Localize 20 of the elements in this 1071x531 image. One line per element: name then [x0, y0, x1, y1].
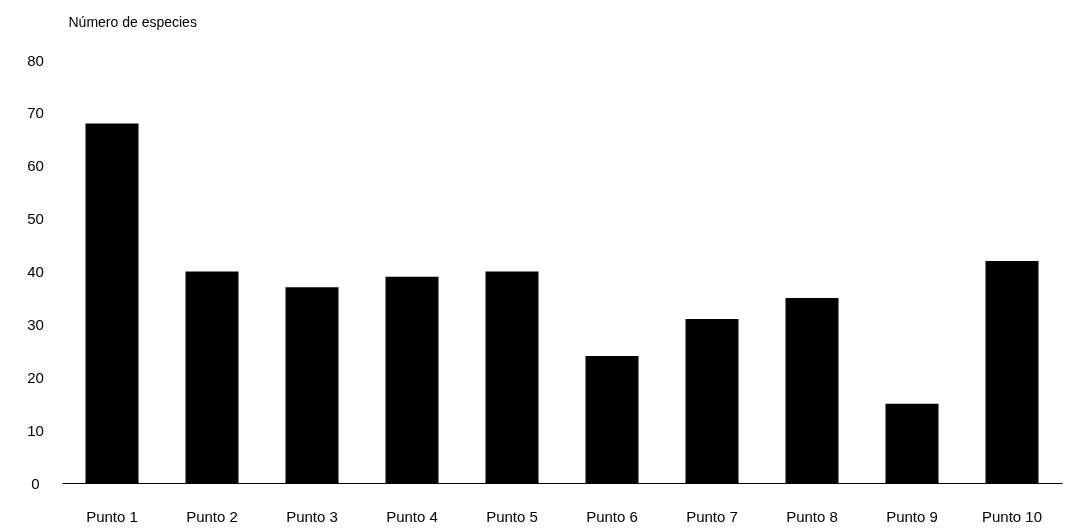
y-tick-label: 60	[27, 157, 44, 175]
x-tick-label: Punto 8	[786, 507, 838, 525]
y-tick-label: 80	[27, 51, 44, 69]
x-tick-label: Punto 5	[486, 507, 538, 525]
x-tick-label: Punto 10	[981, 507, 1043, 525]
x-tick-label: Punto 2	[186, 507, 238, 525]
y-axis-title: Número de especies	[68, 13, 197, 30]
y-tick-label: 10	[27, 421, 44, 439]
y-tick-label: 30	[27, 315, 44, 333]
y-tick-label: 70	[27, 104, 44, 122]
x-tick-label: Punto 3	[286, 507, 338, 525]
x-tick-label: Punto 9	[886, 507, 938, 525]
y-tick-label: 20	[27, 368, 44, 386]
y-tick-label: 40	[27, 263, 44, 280]
y-tick-label: 50	[27, 210, 44, 228]
x-tick-label: Punto 4	[386, 507, 438, 525]
x-tick-label: Punto 6	[586, 507, 638, 525]
y-tick-label: 0	[31, 474, 40, 492]
x-tick-label: Punto 7	[686, 507, 738, 525]
x-tick-label: Punto 1	[86, 507, 138, 525]
